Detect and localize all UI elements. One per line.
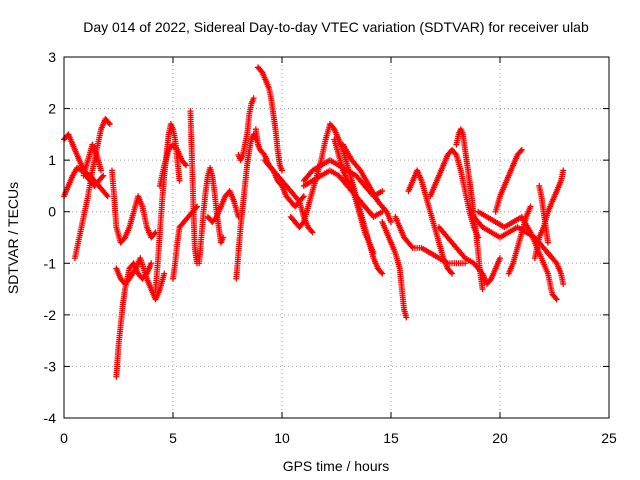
series-arc-10 — [170, 203, 200, 282]
point-markers — [156, 141, 190, 189]
x-tick-label: 15 — [383, 430, 399, 446]
y-tick-label: 0 — [48, 204, 56, 220]
series-arc-36 — [536, 182, 551, 246]
series-arc-15 — [235, 95, 257, 164]
series-arc-14 — [233, 131, 259, 282]
point-markers — [405, 167, 456, 277]
point-markers — [187, 108, 200, 267]
axis-ticks: 0 5 10 15 20 25 -4 -3 -2 -1 0 1 2 3 — [44, 49, 617, 446]
series-arc-26 — [405, 167, 456, 277]
data-marks — [61, 64, 567, 380]
x-tick-label: 10 — [274, 430, 290, 446]
y-tick-label: 1 — [48, 152, 56, 168]
point-markers — [505, 203, 534, 277]
point-markers — [80, 141, 105, 179]
series-arc-22 — [331, 136, 377, 256]
point-markers — [113, 255, 168, 303]
y-axis-label: SDTVAR / TECUs — [5, 182, 21, 294]
grid — [64, 57, 609, 418]
point-markers — [475, 208, 560, 303]
point-markers — [379, 219, 410, 321]
x-tick-label: 0 — [60, 430, 68, 446]
x-tick-label: 25 — [601, 430, 617, 446]
point-markers — [108, 167, 159, 246]
y-tick-label: 2 — [48, 101, 56, 117]
series-arc-16 — [255, 64, 285, 174]
point-markers — [544, 249, 567, 287]
x-tick-label: 5 — [169, 430, 177, 446]
series-arc-11 — [187, 108, 200, 267]
series-arc-29 — [453, 126, 486, 293]
series-arc-23 — [340, 141, 394, 226]
point-markers — [340, 141, 394, 226]
x-tick-label: 20 — [492, 430, 508, 446]
series-arc-32 — [492, 146, 525, 215]
y-tick-label: -2 — [44, 307, 57, 323]
series-arc-33 — [505, 203, 534, 277]
series-arc-24 — [379, 219, 410, 321]
series-arc-12 — [196, 164, 227, 267]
series-arc-9 — [156, 141, 190, 189]
series-arc-4 — [80, 141, 105, 179]
plot-frame — [63, 56, 610, 419]
series-arc-31 — [475, 208, 560, 303]
y-tick-label: 3 — [48, 49, 56, 65]
point-markers — [536, 182, 551, 246]
y-tick-label: -4 — [44, 410, 57, 426]
point-markers — [531, 167, 567, 262]
y-tick-label: -1 — [44, 255, 57, 271]
point-markers — [71, 115, 113, 262]
point-markers — [492, 146, 525, 215]
point-markers — [233, 131, 259, 282]
point-markers — [196, 164, 227, 267]
point-markers — [170, 203, 200, 282]
y-tick-label: -3 — [44, 358, 57, 374]
series-arc-7 — [113, 255, 168, 303]
series-arc-13 — [204, 188, 242, 226]
series-arc-34 — [531, 167, 567, 262]
chart-title: Day 014 of 2022, Sidereal Day-to-day VTE… — [83, 19, 589, 35]
x-axis-label: GPS time / hours — [283, 458, 390, 474]
point-markers — [453, 126, 486, 293]
series-arc-6 — [108, 167, 159, 246]
point-markers — [204, 188, 242, 226]
point-markers — [235, 95, 257, 164]
series-arc-3 — [71, 115, 113, 262]
point-markers — [331, 136, 377, 256]
series-arc-35 — [544, 249, 567, 287]
point-markers — [255, 64, 285, 174]
